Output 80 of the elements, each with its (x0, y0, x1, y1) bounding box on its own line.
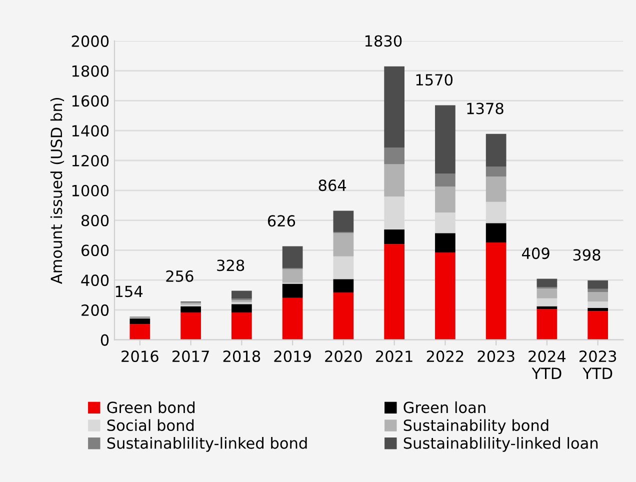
x-tick-label: 2021 (376, 350, 412, 362)
y-tick-label: 2000 (72, 35, 109, 47)
total-label: 409 (522, 248, 550, 260)
legend-label: Green bond (107, 401, 195, 414)
bar (180, 306, 201, 312)
x-tick-label: 2020 (325, 350, 362, 362)
x-tick-label: 2024 YTD (528, 350, 566, 379)
x-tick-label: 2017 (172, 350, 209, 362)
bar (486, 223, 506, 243)
x-tick-label: 2018 (223, 350, 260, 362)
bar (536, 278, 558, 288)
bar (232, 312, 252, 340)
bar (486, 166, 506, 176)
bar (588, 302, 608, 308)
bar (333, 279, 354, 292)
legend-label: Green loan (404, 401, 486, 414)
bar (588, 288, 608, 292)
bar (333, 256, 354, 280)
bar (588, 308, 608, 312)
total-label: 328 (217, 260, 244, 272)
bar (130, 324, 150, 340)
total-label: 398 (573, 249, 600, 261)
y-tick-label: 1200 (72, 154, 109, 167)
bar (536, 306, 558, 310)
bar (333, 233, 354, 256)
bar (282, 269, 303, 283)
bar (536, 288, 558, 298)
total-label: 1570 (416, 74, 453, 86)
bar (588, 292, 608, 302)
bar (130, 318, 150, 324)
total-label: 626 (268, 215, 296, 227)
bar (282, 298, 303, 340)
y-tick-label: 800 (81, 214, 109, 226)
bar (333, 292, 354, 340)
bar (486, 176, 506, 202)
bar (384, 148, 404, 164)
x-tick-label: 2019 (274, 350, 311, 362)
bar (435, 174, 456, 187)
legend-label: Sustainablility-linked loan (404, 437, 598, 452)
x-tick-label: 2016 (122, 350, 158, 362)
bar (384, 164, 404, 197)
bar (435, 252, 456, 340)
bar (486, 134, 506, 166)
bar (180, 312, 201, 340)
y-tick-label: 1000 (72, 184, 109, 196)
bar (588, 280, 608, 289)
legend-label: Sustainablility-linked bond (107, 437, 307, 452)
y-tick-label: 600 (82, 244, 109, 256)
bar (435, 105, 456, 174)
bar (536, 309, 558, 340)
bar (384, 66, 404, 148)
bar (384, 244, 404, 340)
total-label: 154 (116, 286, 143, 298)
bar (384, 230, 404, 244)
x-tick-label: 2023 (478, 350, 514, 362)
legend-label: Sustainability bond (404, 419, 548, 434)
legend-label: Social bond (107, 419, 194, 432)
bar (333, 210, 354, 232)
y-tick-label: 0 (100, 334, 109, 346)
x-tick-label: 2023 YTD (580, 350, 616, 379)
x-tick-label: 2022 (426, 350, 464, 362)
total-label: 1378 (467, 102, 504, 114)
y-tick-label: 1800 (72, 65, 109, 77)
bar (232, 290, 252, 299)
y-tick-label: 1400 (72, 125, 109, 137)
y-tick-label: 1600 (72, 95, 109, 107)
bar (282, 246, 303, 268)
total-label: 256 (166, 270, 194, 282)
bar (588, 311, 608, 340)
bar (435, 186, 456, 213)
total-label: 1830 (365, 35, 402, 47)
bar (486, 242, 506, 340)
bar (282, 284, 303, 298)
y-tick-label: 400 (81, 274, 109, 286)
bar (232, 304, 252, 312)
y-tick-label: 200 (82, 304, 109, 316)
y-axis-title: Amount issued (USD bn) (50, 98, 64, 284)
bar (536, 298, 558, 306)
total-label: 864 (318, 180, 346, 192)
bar (435, 233, 456, 253)
